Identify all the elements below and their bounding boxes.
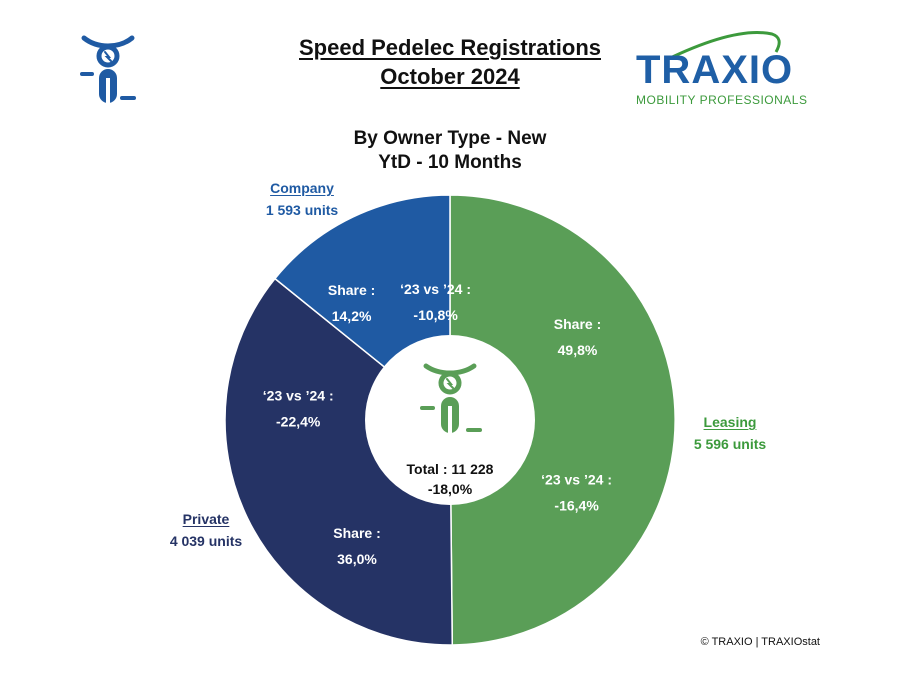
chart-title: Speed Pedelec Registrations October 2024: [250, 33, 650, 91]
center-total-change: -18,0%: [428, 481, 473, 497]
title-line-1: Speed Pedelec Registrations: [299, 35, 601, 60]
speed-pedelec-icon: [80, 35, 136, 103]
brand-tagline: MOBILITY PROFESSIONALS: [636, 93, 808, 107]
category-label-private: Private 4 039 units: [136, 508, 276, 552]
category-label-company: Company 1 593 units: [232, 177, 372, 221]
traxio-logo: TRAXIO MOBILITY PROFESSIONALS: [636, 30, 826, 110]
category-units-company: 1 593 units: [265, 202, 339, 218]
category-units-leasing: 5 596 units: [693, 436, 767, 452]
category-name-leasing: Leasing: [703, 414, 757, 430]
speed-pedelec-icon: [420, 363, 482, 433]
title-line-2: October 2024: [380, 64, 520, 89]
change-prefix-leasing: ‘23 vs ’24 :: [541, 472, 612, 488]
change-prefix-private: ‘23 vs ’24 :: [263, 388, 334, 404]
category-label-leasing: Leasing 5 596 units: [660, 411, 800, 455]
brand-swoosh: [665, 30, 781, 62]
category-name-company: Company: [270, 180, 334, 196]
chart-subtitle: By Owner Type - New YtD - 10 Months: [300, 127, 600, 175]
brand-name: TRAXIO: [636, 48, 794, 92]
change-value-private: -22,4%: [276, 414, 321, 430]
share-prefix-private: Share :: [333, 525, 380, 541]
subtitle-line-2: YtD - 10 Months: [378, 152, 522, 173]
subtitle-line-1: By Owner Type - New: [353, 128, 547, 149]
share-prefix-company: Share :: [328, 282, 375, 298]
share-value-private: 36,0%: [337, 551, 377, 567]
slice-leasing: [449, 194, 676, 646]
change-prefix-company: ‘23 vs ’24 :: [400, 281, 471, 297]
change-value-company: -10,8%: [413, 307, 458, 323]
change-value-leasing: -16,4%: [554, 498, 599, 514]
share-value-leasing: 49,8%: [558, 342, 598, 358]
center-total: Total : 11 228: [407, 461, 494, 477]
category-units-private: 4 039 units: [169, 533, 243, 549]
slice-private: [224, 277, 454, 646]
share-value-company: 14,2%: [332, 308, 372, 324]
copyright-note: © TRAXIO | TRAXIOstat: [700, 636, 820, 648]
category-name-private: Private: [182, 511, 230, 527]
share-prefix-leasing: Share :: [554, 316, 601, 332]
